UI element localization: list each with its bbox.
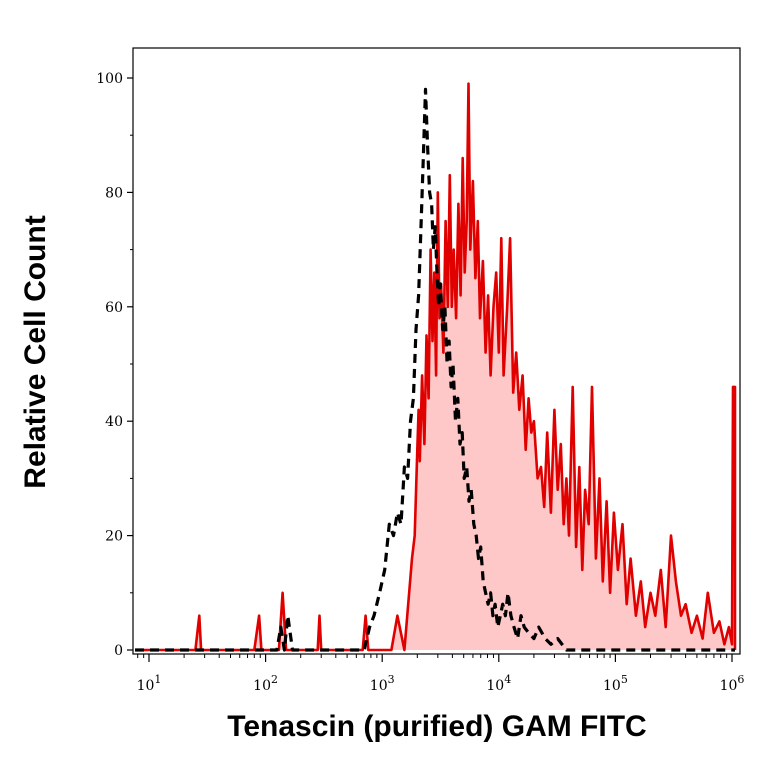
axes: 0 20 40 60 80 100 101 102 103 104 105 106 xyxy=(96,47,745,694)
series-0-line xyxy=(135,82,737,652)
plot-area xyxy=(135,82,737,652)
y-tick-label-40: 40 xyxy=(105,414,123,430)
x-tick-label-3: 103 xyxy=(370,673,395,694)
x-axis-title: Tenascin (purified) GAM FITC xyxy=(227,710,646,743)
y-tick-label-60: 60 xyxy=(105,300,123,316)
x-tick-label-1: 101 xyxy=(137,673,162,694)
x-tick-label-2: 102 xyxy=(253,673,278,694)
x-tick-label-4: 104 xyxy=(486,673,511,694)
y-tick-label-100: 100 xyxy=(96,71,123,87)
y-tick-label-0: 0 xyxy=(114,643,123,659)
x-tick-label-6: 106 xyxy=(720,673,745,694)
x-tick-label-5: 105 xyxy=(603,673,628,694)
axis-labels: Relative Cell Count Tenascin (purified) … xyxy=(19,215,647,743)
y-tick-label-80: 80 xyxy=(105,185,123,201)
plot-frame xyxy=(132,47,741,655)
y-tick-label-20: 20 xyxy=(105,529,123,545)
series-1-line xyxy=(135,87,735,652)
y-axis-title: Relative Cell Count xyxy=(19,215,52,488)
